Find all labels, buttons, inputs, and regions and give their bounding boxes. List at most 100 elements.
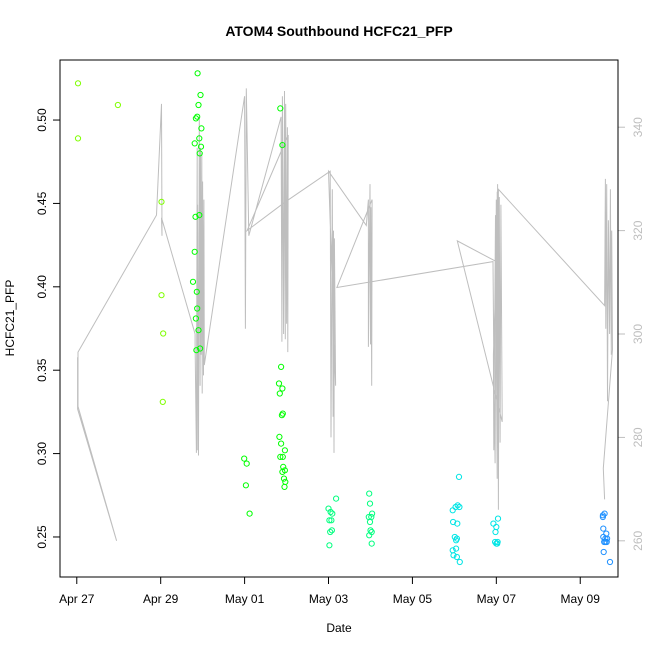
data-point xyxy=(326,517,333,524)
y-tick-label: 0.35 xyxy=(35,358,49,382)
data-point xyxy=(194,113,201,120)
data-point xyxy=(196,212,203,219)
data-point xyxy=(277,453,284,460)
data-point xyxy=(453,553,460,561)
data-point xyxy=(242,482,249,489)
y2-tick-label: 300 xyxy=(631,324,645,344)
data-point xyxy=(278,363,285,370)
data-point xyxy=(246,510,253,517)
y-axis-label: HCFC21_PFP xyxy=(3,280,17,357)
data-point xyxy=(278,412,285,419)
y-tick-label: 0.40 xyxy=(35,275,49,299)
data-point xyxy=(277,105,284,112)
data-point xyxy=(276,433,283,440)
y2-tick-label: 320 xyxy=(631,220,645,240)
data-point xyxy=(602,535,609,542)
x-tick-label: Apr 29 xyxy=(143,592,179,606)
data-point xyxy=(195,101,202,109)
data-point xyxy=(241,455,248,462)
y2-tick-label: 340 xyxy=(631,117,645,137)
data-point xyxy=(326,542,333,549)
scatter-points xyxy=(74,70,614,566)
data-point xyxy=(600,548,607,556)
x-tick-label: May 01 xyxy=(225,592,265,606)
data-point xyxy=(158,198,165,205)
axes: Apr 27 Apr 29 May 01 May 03 May 05 May 07 May … xyxy=(35,108,645,606)
data-point xyxy=(279,453,286,460)
data-point xyxy=(455,473,463,480)
data-point xyxy=(606,558,614,566)
data-point xyxy=(279,385,286,392)
data-point xyxy=(191,140,198,147)
data-point xyxy=(490,520,497,527)
data-point xyxy=(243,460,250,467)
data-point xyxy=(494,515,502,522)
data-point xyxy=(74,80,82,87)
data-point xyxy=(193,347,200,354)
data-point xyxy=(281,483,288,490)
y-tick-label: 0.25 xyxy=(35,525,49,549)
line-series xyxy=(77,88,614,541)
data-point xyxy=(368,540,375,547)
data-point xyxy=(328,527,335,534)
x-tick-label: May 05 xyxy=(393,592,433,606)
data-point xyxy=(189,278,197,285)
data-point xyxy=(492,528,499,536)
data-point xyxy=(281,447,288,454)
data-point xyxy=(160,330,167,337)
data-point xyxy=(601,510,608,517)
data-point xyxy=(197,345,204,352)
data-point xyxy=(280,475,288,482)
y-tick-label: 0.30 xyxy=(35,442,49,466)
data-point xyxy=(327,508,334,516)
data-point xyxy=(158,292,165,299)
data-point xyxy=(194,305,201,312)
y-tick-label: 0.45 xyxy=(35,191,49,215)
data-point xyxy=(454,520,461,527)
data-point xyxy=(600,525,607,532)
data-point xyxy=(197,143,205,150)
data-point xyxy=(449,507,456,514)
data-point xyxy=(192,315,199,322)
data-point xyxy=(194,70,201,77)
data-point xyxy=(327,528,334,536)
data-point xyxy=(196,150,203,157)
data-point xyxy=(196,135,203,142)
data-point xyxy=(599,513,607,521)
data-point xyxy=(453,537,460,544)
data-point xyxy=(195,327,202,334)
chart-title: ATOM4 Southbound HCFC21_PFP xyxy=(225,23,452,39)
data-point xyxy=(279,468,286,475)
y-tick-label: 0.50 xyxy=(35,108,49,132)
data-point xyxy=(603,530,610,537)
data-point xyxy=(456,503,463,511)
y2-tick-label: 260 xyxy=(631,530,645,550)
data-point xyxy=(366,490,373,497)
data-point xyxy=(278,440,285,447)
data-point xyxy=(192,115,199,122)
data-point xyxy=(450,552,457,559)
data-point xyxy=(453,545,460,552)
data-point xyxy=(366,518,374,526)
data-point xyxy=(197,91,204,99)
x-tick-label: May 09 xyxy=(561,592,601,606)
data-point xyxy=(366,500,374,507)
data-point xyxy=(366,532,373,539)
data-point xyxy=(282,478,289,485)
data-point xyxy=(333,495,340,502)
x-tick-label: May 07 xyxy=(477,592,517,606)
y2-tick-label: 280 xyxy=(631,427,645,447)
series-line xyxy=(77,88,614,541)
data-point xyxy=(159,398,166,405)
x-tick-label: Apr 27 xyxy=(59,592,95,606)
data-point xyxy=(602,538,609,546)
x-tick-label: May 03 xyxy=(309,592,349,606)
data-point xyxy=(329,510,336,517)
data-point xyxy=(279,142,286,149)
data-point xyxy=(493,523,500,531)
data-point xyxy=(74,135,82,142)
data-point xyxy=(454,502,461,509)
data-point xyxy=(193,288,200,295)
data-point xyxy=(494,540,501,547)
data-point xyxy=(328,517,335,524)
